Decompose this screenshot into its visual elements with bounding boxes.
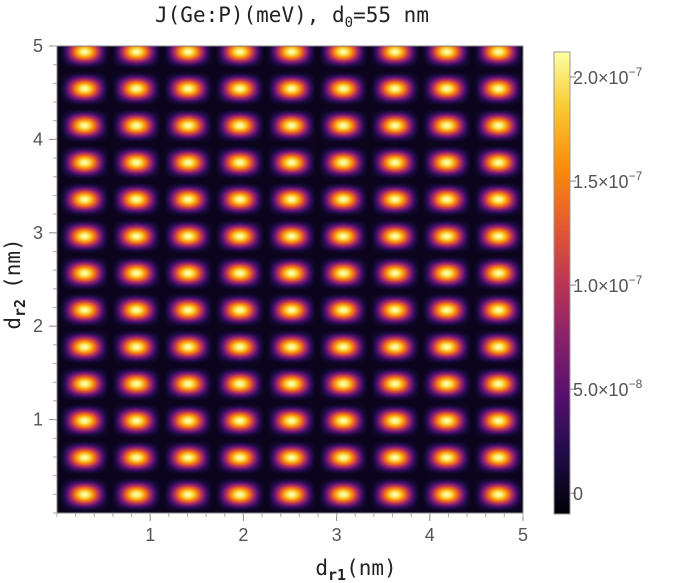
chart-title-main: J(Ge:P)(meV), d — [155, 3, 345, 27]
y-tick-label: 3 — [33, 223, 43, 243]
chart-title-tail: =55 nm — [353, 3, 429, 27]
colorbar-tick-label: 2.0×10−7 — [573, 65, 643, 88]
x-tick-label: 2 — [238, 525, 248, 545]
colorbar-tick-label: 0 — [573, 484, 583, 504]
y-tick-label: 1 — [33, 410, 43, 430]
x-tick-label: 3 — [332, 525, 342, 545]
x-axis: 1 2 3 4 5 — [56, 513, 528, 545]
x-tick-label: 5 — [518, 525, 528, 545]
heatmap-canvas-holder — [57, 46, 523, 513]
colorbar-tick-label: 5.0×10−8 — [573, 377, 643, 400]
colorbar-gradient-holder — [554, 52, 570, 514]
y-axis-title-base: d — [1, 317, 25, 330]
heatmap-image — [57, 46, 523, 513]
plot-area — [56, 45, 524, 514]
y-axis-title: dr2 (nm) — [1, 238, 29, 329]
x-axis-title-unit: (nm) — [346, 556, 397, 580]
colorbar-tick-label: 1.5×10−7 — [573, 169, 643, 192]
colorbar-ticks: 0 5.0×10−8 1.0×10−7 1.5×10−7 2.0×10−7 — [570, 65, 643, 504]
colorbar: 0 5.0×10−8 1.0×10−7 1.5×10−7 2.0×10−7 — [553, 51, 643, 515]
chart-title-sub: 0 — [345, 15, 353, 31]
y-axis: 1 2 3 4 5 — [33, 36, 57, 514]
x-tick-label: 4 — [425, 525, 435, 545]
chart-title: J(Ge:P)(meV), d0=55 nm — [155, 3, 429, 31]
colorbar-tick-label: 1.0×10−7 — [573, 273, 643, 296]
y-tick-label: 2 — [33, 316, 43, 336]
y-axis-title-sub: r2 — [11, 299, 29, 317]
x-tick-label: 1 — [145, 525, 155, 545]
plot-frame — [56, 45, 524, 514]
colorbar-frame — [553, 51, 571, 515]
y-tick-label: 5 — [33, 36, 43, 56]
x-axis-title-base: d — [315, 556, 328, 580]
y-axis-title-unit: (nm) — [1, 238, 25, 289]
x-axis-title: dr1(nm) — [315, 556, 396, 583]
colorbar-gradient — [554, 52, 570, 514]
x-axis-title-sub: r1 — [328, 566, 346, 583]
y-tick-label: 4 — [33, 129, 43, 149]
